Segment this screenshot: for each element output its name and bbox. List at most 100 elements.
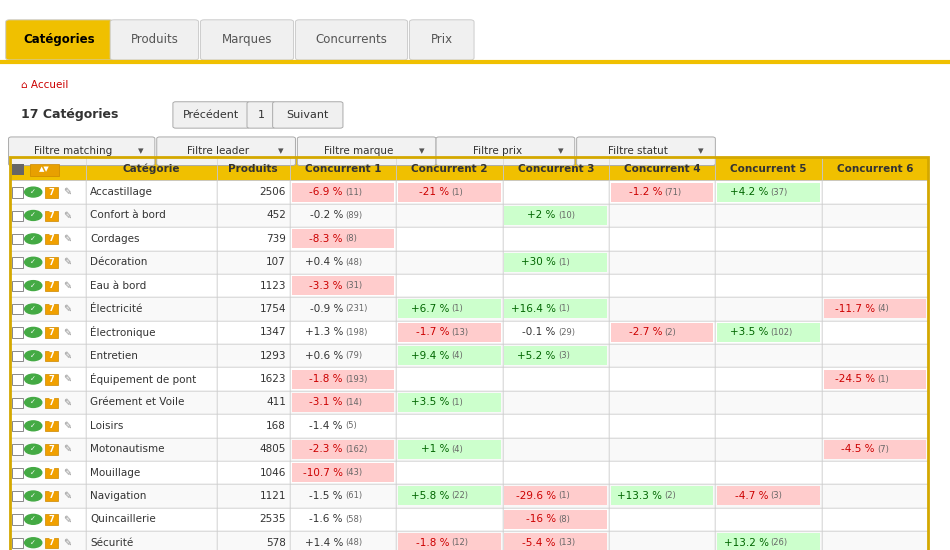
Bar <box>822 390 928 414</box>
Text: +6.7 %: +6.7 % <box>411 304 449 314</box>
Bar <box>609 274 715 297</box>
Circle shape <box>25 468 42 477</box>
Bar <box>290 461 396 484</box>
Bar <box>86 204 217 227</box>
Bar <box>715 274 822 297</box>
Bar <box>292 463 394 482</box>
Text: Cordages: Cordages <box>90 234 140 244</box>
Text: ✓: ✓ <box>30 189 36 195</box>
Text: -16 %: -16 % <box>525 514 556 524</box>
Text: (1): (1) <box>558 492 570 500</box>
Text: Concurrents: Concurrents <box>315 34 388 46</box>
Text: (89): (89) <box>345 211 362 220</box>
Text: Entretien: Entretien <box>90 351 138 361</box>
Bar <box>290 227 396 251</box>
Bar <box>290 344 396 367</box>
Bar <box>10 438 86 461</box>
Bar <box>715 414 822 438</box>
Text: 2535: 2535 <box>259 514 286 524</box>
Text: +3.5 %: +3.5 % <box>731 327 769 337</box>
FancyBboxPatch shape <box>157 137 295 166</box>
Text: Concurrent 1: Concurrent 1 <box>305 164 381 174</box>
Circle shape <box>25 280 42 290</box>
FancyBboxPatch shape <box>6 20 113 60</box>
Bar <box>503 344 609 367</box>
Text: Loisirs: Loisirs <box>90 421 124 431</box>
Bar <box>292 487 394 505</box>
FancyBboxPatch shape <box>200 20 294 60</box>
Bar <box>10 250 86 274</box>
Circle shape <box>25 421 42 431</box>
Text: Concurrent 6: Concurrent 6 <box>837 164 913 174</box>
Bar <box>503 367 609 390</box>
Bar <box>715 157 822 180</box>
Text: -1.8 %: -1.8 % <box>416 538 449 548</box>
Text: (4): (4) <box>877 305 889 314</box>
Text: -1.5 %: -1.5 % <box>310 491 343 501</box>
Text: 7: 7 <box>48 375 54 383</box>
Bar <box>292 323 394 342</box>
Text: 1: 1 <box>257 110 265 120</box>
Bar <box>715 227 822 251</box>
Text: (1): (1) <box>877 375 889 383</box>
Text: (29): (29) <box>558 328 575 337</box>
Circle shape <box>25 351 42 361</box>
Text: 7: 7 <box>48 211 54 220</box>
Bar <box>86 321 217 344</box>
Bar <box>715 485 822 508</box>
Text: 578: 578 <box>266 538 286 548</box>
Text: ▾: ▾ <box>138 146 143 156</box>
Text: Précédent: Précédent <box>183 110 239 120</box>
Bar <box>503 157 609 180</box>
Text: 7: 7 <box>48 421 54 430</box>
Circle shape <box>25 514 42 524</box>
Bar <box>503 321 609 344</box>
Text: (3): (3) <box>558 351 570 360</box>
Bar <box>45 234 58 244</box>
Text: (102): (102) <box>770 328 793 337</box>
Bar <box>45 187 58 197</box>
Text: Filtre leader: Filtre leader <box>187 146 249 156</box>
Bar <box>503 204 609 227</box>
Bar <box>290 250 396 274</box>
Bar <box>398 534 501 550</box>
Bar <box>503 531 609 550</box>
Text: (12): (12) <box>451 538 468 547</box>
Bar <box>398 439 501 459</box>
Bar <box>217 204 290 227</box>
FancyBboxPatch shape <box>409 20 474 60</box>
FancyBboxPatch shape <box>247 102 276 128</box>
Text: (193): (193) <box>345 375 368 383</box>
Bar <box>292 393 394 412</box>
Text: ✓: ✓ <box>30 399 36 405</box>
Bar <box>86 414 217 438</box>
Text: 1347: 1347 <box>259 327 286 337</box>
Bar <box>12 374 23 384</box>
Bar <box>822 367 928 390</box>
Circle shape <box>25 327 42 337</box>
Text: 7: 7 <box>48 398 54 407</box>
FancyBboxPatch shape <box>9 137 155 166</box>
Bar <box>822 274 928 297</box>
Text: Équipement de pont: Équipement de pont <box>90 373 197 385</box>
Bar <box>292 534 394 550</box>
Bar <box>12 187 23 197</box>
Text: ✓: ✓ <box>30 493 36 499</box>
Bar <box>45 351 58 361</box>
Bar <box>292 206 394 225</box>
Text: 7: 7 <box>48 515 54 524</box>
Bar <box>86 390 217 414</box>
Bar <box>396 508 503 531</box>
Text: -8.3 %: -8.3 % <box>310 234 343 244</box>
Bar <box>30 164 59 176</box>
Bar <box>12 234 23 244</box>
Bar <box>10 508 86 531</box>
Bar <box>609 344 715 367</box>
Text: Catégories: Catégories <box>24 34 95 46</box>
Text: (48): (48) <box>345 538 362 547</box>
Bar <box>396 321 503 344</box>
Text: +5.8 %: +5.8 % <box>411 491 449 501</box>
Text: (1): (1) <box>451 398 464 407</box>
Bar <box>396 274 503 297</box>
Bar <box>10 461 86 484</box>
